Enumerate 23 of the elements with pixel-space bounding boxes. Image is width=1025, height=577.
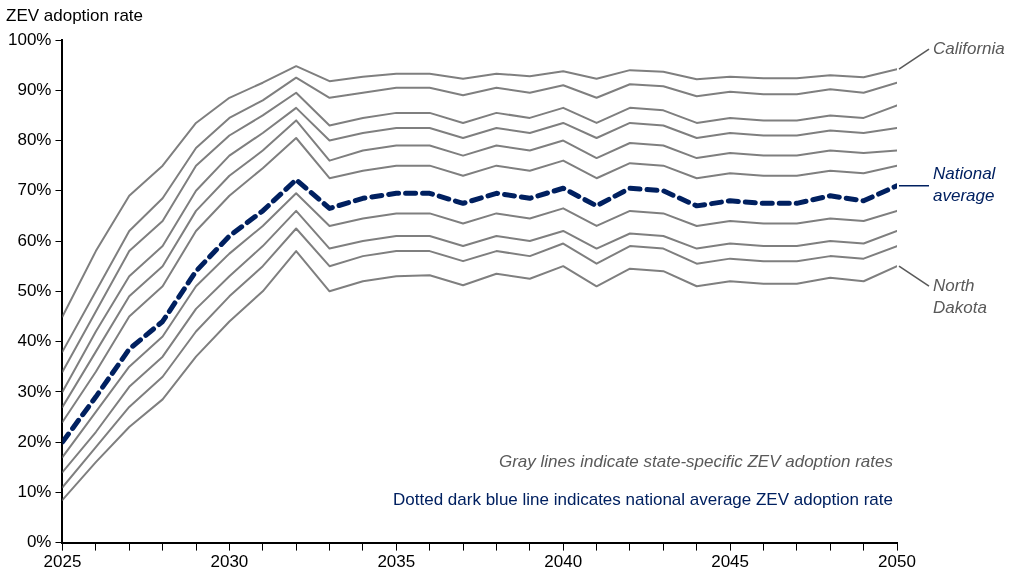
y-tick-label: 90%: [17, 79, 52, 99]
y-tick-label: 40%: [17, 331, 52, 351]
y-tick-label: 30%: [17, 381, 52, 401]
legend-label: National average: [933, 164, 997, 206]
y-axis-title: ZEV adoption rate: [6, 5, 144, 25]
annotation: Gray lines indicate state-specific ZEV adoption rates: [498, 451, 894, 471]
x-tick-label: 2045: [711, 552, 750, 572]
text: California: [933, 38, 1005, 58]
annotation: Dotted dark blue line indicates national average ZEV adoption rate: [393, 489, 893, 509]
x-tick-label: 2025: [43, 552, 82, 572]
x-tick-label: 2040: [544, 552, 583, 572]
y-tick-label: 100%: [8, 29, 52, 49]
y-tick-label: 70%: [17, 180, 52, 200]
y-tick-label: 80%: [17, 130, 52, 150]
x-tick-label: 2035: [377, 552, 416, 572]
y-tick-label: 10%: [17, 482, 52, 502]
y-tick-label: 60%: [17, 230, 52, 250]
x-tick-label: 2030: [210, 552, 249, 572]
text: North Dakota: [933, 275, 987, 317]
y-tick-label: 0%: [26, 532, 52, 552]
x-tick-label: 2050: [878, 552, 916, 572]
y-tick-label: 20%: [17, 431, 52, 451]
y-tick-label: 50%: [17, 280, 52, 300]
